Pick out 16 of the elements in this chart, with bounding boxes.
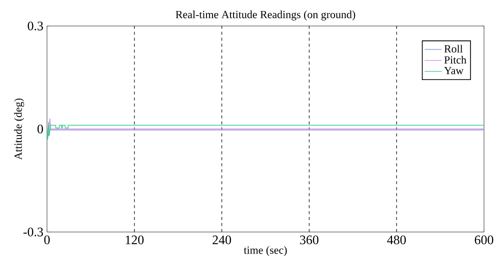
x-tick-label: 120 bbox=[126, 236, 144, 244]
line-series bbox=[47, 122, 484, 140]
y-tick-label: 0.3 bbox=[28, 22, 43, 30]
legend-label: Pitch bbox=[444, 56, 466, 64]
y-tick-label: -0.3 bbox=[23, 228, 43, 236]
y-axis-title: Attitude (deg) bbox=[14, 98, 24, 160]
chart-title: Real-time Attitude Readings (on ground) bbox=[176, 10, 356, 20]
x-tick-label: 240 bbox=[212, 236, 232, 244]
x-tick-label: 480 bbox=[387, 236, 406, 244]
y-tick-label: 0 bbox=[38, 124, 43, 134]
legend-label: Yaw bbox=[444, 66, 464, 74]
legend-label: Roll bbox=[444, 44, 463, 53]
x-tick-label: 360 bbox=[300, 236, 318, 244]
x-tick-label: 0 bbox=[44, 236, 50, 244]
x-axis-title: time (sec) bbox=[244, 246, 287, 256]
x-tick-label: 600 bbox=[474, 236, 494, 244]
